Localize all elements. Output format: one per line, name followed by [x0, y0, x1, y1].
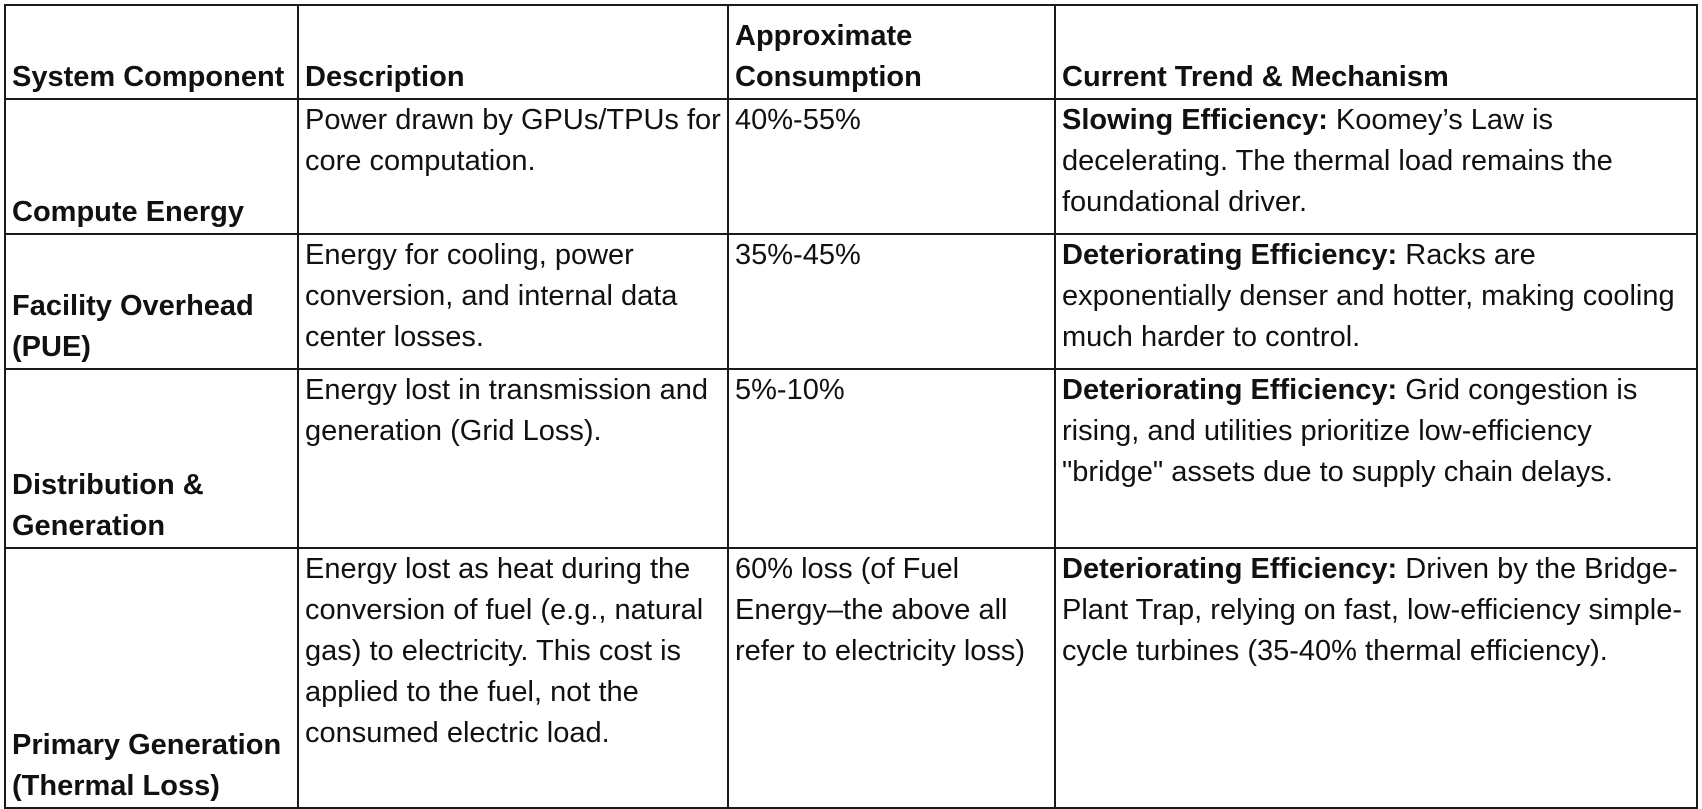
cell-trend: Deteriorating Efficiency: Racks are expo… [1054, 233, 1698, 370]
trend-lead: Deteriorating Efficiency: [1062, 553, 1398, 585]
trend-lead: Slowing Efficiency: [1062, 104, 1328, 136]
cell-consumption: 5%-10% [727, 368, 1056, 549]
header-current-trend: Current Trend & Mechanism [1054, 4, 1698, 100]
cell-component: Primary Generation (Thermal Loss) [4, 547, 299, 809]
table-row: Facility Overhead (PUE) Energy for cooli… [4, 233, 1698, 370]
cell-component: Compute Energy [4, 98, 299, 235]
trend-text: Driven by the Bridge-Plant Trap, relying… [1062, 553, 1683, 667]
cell-component: Facility Overhead (PUE) [4, 233, 299, 370]
cell-trend: Slowing Efficiency: Koomey’s Law is dece… [1054, 98, 1698, 235]
trend-text: Grid congestion is rising, and utilities… [1062, 374, 1638, 488]
cell-description: Energy for cooling, power conversion, an… [297, 233, 729, 370]
document-page: System Component Description Approximate… [4, 4, 1698, 809]
cell-trend: Deteriorating Efficiency: Grid congestio… [1054, 368, 1698, 549]
trend-lead: Deteriorating Efficiency: [1062, 374, 1398, 406]
energy-consumption-table: System Component Description Approximate… [4, 4, 1698, 809]
cell-consumption: 60% loss (of Fuel Energy–the above all r… [727, 547, 1056, 809]
header-system-component: System Component [4, 4, 299, 100]
trend-text: Koomey’s Law is decelerating. The therma… [1062, 104, 1613, 218]
table-row: Distribution & Generation Energy lost in… [4, 368, 1698, 549]
trend-lead: Deteriorating Efficiency: [1062, 239, 1398, 271]
header-approximate-consumption: Approximate Consumption [727, 4, 1056, 100]
table-row: Compute Energy Power drawn by GPUs/TPUs … [4, 98, 1698, 235]
cell-description: Energy lost as heat during the conversio… [297, 547, 729, 809]
cell-trend: Deteriorating Efficiency: Driven by the … [1054, 547, 1698, 809]
cell-component: Distribution & Generation [4, 368, 299, 549]
cell-consumption: 35%-45% [727, 233, 1056, 370]
cell-description: Energy lost in transmission and generati… [297, 368, 729, 549]
trend-text: Racks are exponentially denser and hotte… [1062, 239, 1675, 353]
header-description: Description [297, 4, 729, 100]
cell-consumption: 40%-55% [727, 98, 1056, 235]
table-header-row: System Component Description Approximate… [4, 4, 1698, 100]
table-row: Primary Generation (Thermal Loss) Energy… [4, 547, 1698, 809]
cell-description: Power drawn by GPUs/TPUs for core comput… [297, 98, 729, 235]
